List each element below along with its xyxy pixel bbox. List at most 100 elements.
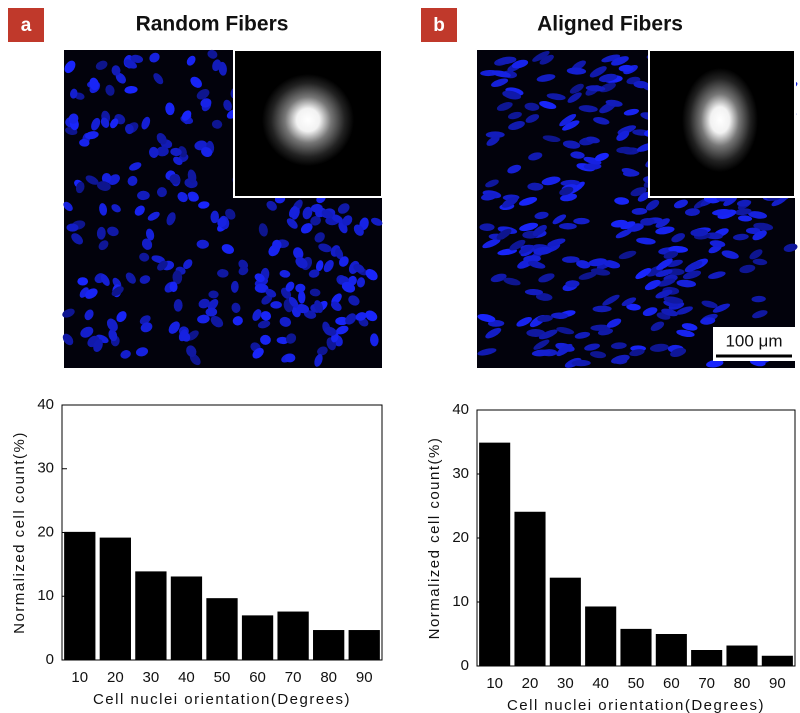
nucleus (221, 244, 234, 254)
nucleus (196, 239, 209, 249)
panel-label: b (433, 15, 445, 36)
nucleus (644, 279, 661, 291)
nucleus (745, 227, 761, 235)
nucleus (111, 204, 121, 213)
nucleus (751, 295, 766, 303)
nucleus (592, 305, 612, 313)
nucleus (111, 286, 124, 297)
nucleus (260, 334, 271, 345)
nucleus (187, 169, 197, 183)
nucleus (217, 217, 227, 228)
nucleus (558, 222, 577, 230)
nucleus (527, 260, 546, 269)
nucleus (260, 311, 272, 321)
nucleus (673, 199, 688, 209)
nucleus (642, 307, 658, 317)
nucleus (588, 258, 607, 267)
nucleus (496, 102, 513, 111)
nucleus (537, 315, 553, 322)
nucleus (157, 260, 168, 271)
nucleus (615, 229, 632, 239)
nucleus (531, 349, 551, 357)
nucleus (585, 85, 606, 92)
nucleus (583, 156, 602, 165)
nucleus (668, 245, 689, 253)
nucleus (75, 181, 85, 194)
nucleus (125, 272, 136, 284)
bar (206, 598, 238, 660)
nucleus (518, 196, 538, 206)
nucleus (533, 339, 550, 350)
nucleus (252, 347, 264, 359)
micrograph (62, 49, 383, 368)
nucleus (670, 347, 687, 358)
nucleus (551, 312, 569, 319)
nucleus (135, 347, 149, 357)
nucleus (584, 343, 600, 351)
nucleus (217, 269, 229, 278)
nucleus (585, 136, 600, 144)
nucleus (598, 73, 618, 83)
nucleus (369, 333, 379, 347)
nucleus (105, 84, 115, 96)
nucleus (539, 54, 554, 65)
nucleus (200, 98, 212, 108)
nucleus (129, 162, 142, 171)
nucleus (482, 238, 501, 249)
nucleus (276, 336, 289, 345)
nucleus (309, 288, 321, 297)
nucleus (95, 60, 108, 70)
nucleus (231, 302, 241, 313)
nucleus (165, 102, 175, 116)
nucleus (266, 200, 277, 211)
nucleus (261, 294, 273, 305)
nucleus (752, 310, 768, 319)
x-tick-label: 20 (107, 669, 124, 686)
nucleus (562, 140, 581, 149)
nucleus (561, 256, 580, 263)
nucleus (308, 269, 320, 278)
nucleus (110, 118, 119, 129)
nucleus (708, 271, 726, 279)
nucleus (706, 359, 724, 368)
nucleus (62, 333, 74, 346)
nucleus (310, 215, 321, 226)
nucleus (139, 275, 151, 284)
nucleus (536, 74, 556, 82)
nucleus (140, 322, 153, 333)
x-axis-label: Cell nuclei orientation(Degrees) (507, 697, 765, 713)
nucleus (205, 307, 218, 317)
x-tick-label: 50 (628, 675, 645, 692)
nucleus (594, 152, 609, 162)
nucleus (70, 88, 78, 99)
nucleus (151, 255, 165, 263)
nucleus (709, 240, 726, 248)
bar (691, 650, 723, 666)
nucleus (605, 99, 623, 107)
nucleus (96, 226, 106, 240)
x-tick-label: 90 (769, 675, 786, 692)
nucleus (614, 197, 630, 205)
nucleus (559, 113, 577, 127)
nucleus (198, 298, 210, 309)
bar (479, 442, 511, 666)
bar (99, 537, 131, 660)
nucleus (337, 203, 350, 214)
nucleus (771, 195, 788, 207)
nucleus (490, 273, 507, 283)
nucleus (186, 345, 197, 358)
nucleus (526, 329, 546, 337)
nucleus (288, 206, 298, 218)
nucleus (737, 215, 753, 222)
nucleus (107, 226, 119, 237)
nucleus (631, 207, 648, 215)
x-tick-label: 60 (663, 675, 680, 692)
x-tick-label: 60 (249, 669, 266, 686)
nucleus (574, 331, 591, 339)
y-tick-label: 40 (452, 401, 469, 418)
nucleus (590, 324, 611, 331)
nucleus (300, 223, 313, 234)
nucleus (497, 56, 517, 65)
nucleus (321, 209, 333, 219)
nucleus (225, 208, 236, 220)
